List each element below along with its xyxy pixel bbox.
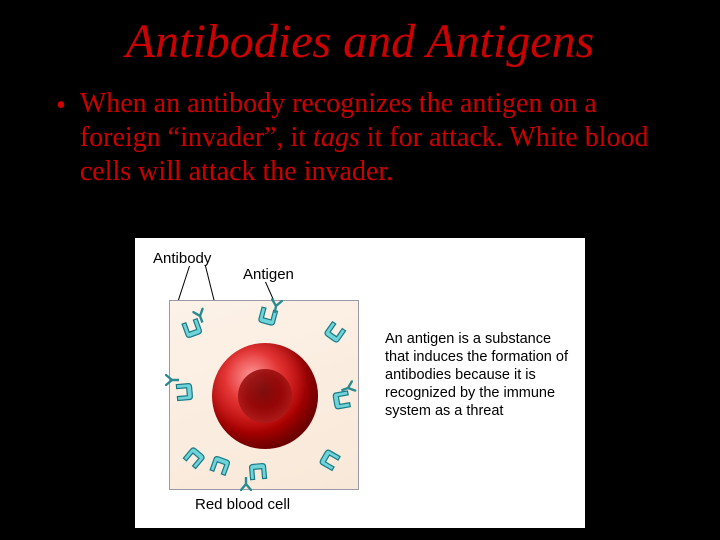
antibody-icon xyxy=(165,374,179,386)
cell-diagram-box xyxy=(169,300,359,490)
diagram-figure: Antibody Antigen Red blood cell An antig… xyxy=(135,238,585,528)
label-antibody: Antibody xyxy=(153,250,211,267)
label-antigen: Antigen xyxy=(243,266,294,283)
label-red-blood-cell: Red blood cell xyxy=(195,496,290,513)
bullet-text: When an antibody recognizes the antigen … xyxy=(80,87,664,189)
bullet-marker: • xyxy=(56,89,66,189)
bullet-row: • When an antibody recognizes the antige… xyxy=(0,69,720,189)
red-blood-cell-icon xyxy=(212,343,318,449)
antigen-icon xyxy=(317,447,343,473)
antigen-icon xyxy=(208,454,233,478)
antibody-icon xyxy=(240,477,252,491)
antibody-icon xyxy=(269,298,283,314)
slide-title: Antibodies and Antigens xyxy=(0,0,720,69)
antigen-icon xyxy=(322,319,349,345)
antigen-definition-text: An antigen is a substance that induces t… xyxy=(385,330,575,420)
antibody-icon xyxy=(339,380,356,396)
antigen-icon xyxy=(181,445,208,472)
bullet-text-italic: tags xyxy=(313,122,360,153)
